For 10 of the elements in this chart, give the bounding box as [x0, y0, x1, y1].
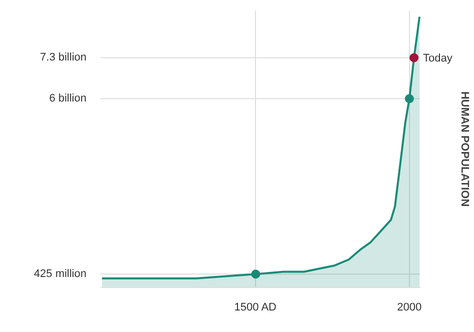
y-tick-label: 425 million [34, 268, 87, 280]
y-axis-title: HUMAN POPULATION [458, 91, 470, 207]
annotation: Today [422, 52, 453, 65]
y-tick-label: 7.3 billion [40, 52, 87, 64]
point [251, 270, 260, 279]
point [409, 53, 418, 62]
y-tick-label: 6 billion [49, 92, 87, 105]
x-tick-label: 1500 AD [234, 302, 277, 314]
x-tick-label: 2000 [397, 302, 422, 314]
point [404, 94, 414, 104]
